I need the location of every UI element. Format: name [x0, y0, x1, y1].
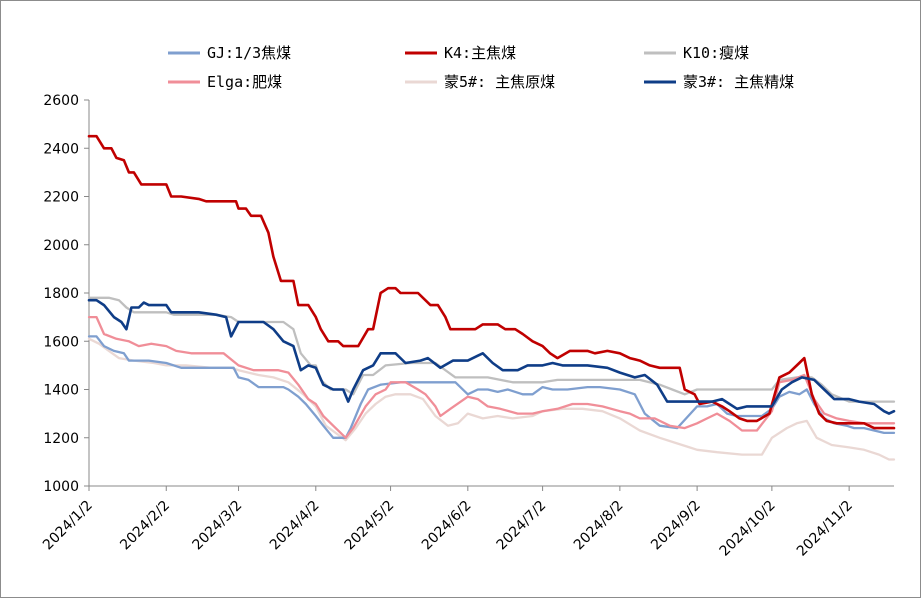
- series-line: [87, 298, 896, 415]
- series-line: [87, 296, 896, 403]
- x-tick-label: 2024/4/2: [267, 498, 323, 554]
- x-axis: 2024/1/2 2024/2/2 2024/3/2 2024/4/2 2024/5/2…: [40, 485, 894, 560]
- x-tick-label: 2024/9/2: [648, 498, 704, 554]
- x-tick-label: 2024/1/2: [40, 498, 96, 554]
- legend-label: 蒙3#: 主焦精煤: [683, 73, 794, 91]
- series-line: [87, 335, 896, 439]
- y-tick-label: 1000: [43, 479, 79, 495]
- y-axis: 1000 1200 1400 1600 1800 2000 2200 2400 2600: [43, 93, 90, 495]
- series-line: [87, 315, 896, 439]
- x-tick-label: 2024/5/2: [342, 498, 398, 554]
- legend: GJ:1/3焦煤 K4:主焦煤 K10:瘦煤 Elga:肥煤 蒙5#: 主焦原煤 蒙3#:…: [168, 44, 794, 91]
- y-tick-label: 2200: [43, 190, 79, 206]
- y-tick-label: 1600: [43, 334, 79, 350]
- legend-label: 蒙5#: 主焦原煤: [444, 73, 555, 91]
- x-tick-label: 2024/7/2: [494, 498, 550, 554]
- legend-label: K4:主焦煤: [444, 44, 516, 62]
- y-tick-label: 2400: [43, 141, 79, 157]
- y-tick-label: 2000: [43, 238, 79, 254]
- y-tick-label: 1400: [43, 383, 79, 399]
- x-tick-label: 2024/8/2: [571, 498, 627, 554]
- series-line: [87, 134, 896, 430]
- legend-label: Elga:肥煤: [207, 73, 282, 91]
- plot-area: [87, 134, 896, 461]
- y-tick-label: 1200: [43, 431, 79, 447]
- x-tick-label: 2024/10/2: [717, 498, 779, 560]
- legend-label: GJ:1/3焦煤: [207, 44, 291, 62]
- x-tick-label: 2024/6/2: [419, 498, 475, 554]
- y-tick-label: 2600: [43, 93, 79, 109]
- x-tick-label: 2024/2/2: [117, 498, 173, 554]
- y-tick-label: 1800: [43, 286, 79, 302]
- x-tick-label: 2024/3/2: [190, 498, 246, 554]
- x-tick-label: 2024/11/2: [794, 498, 856, 560]
- legend-label: K10:瘦煤: [683, 44, 749, 62]
